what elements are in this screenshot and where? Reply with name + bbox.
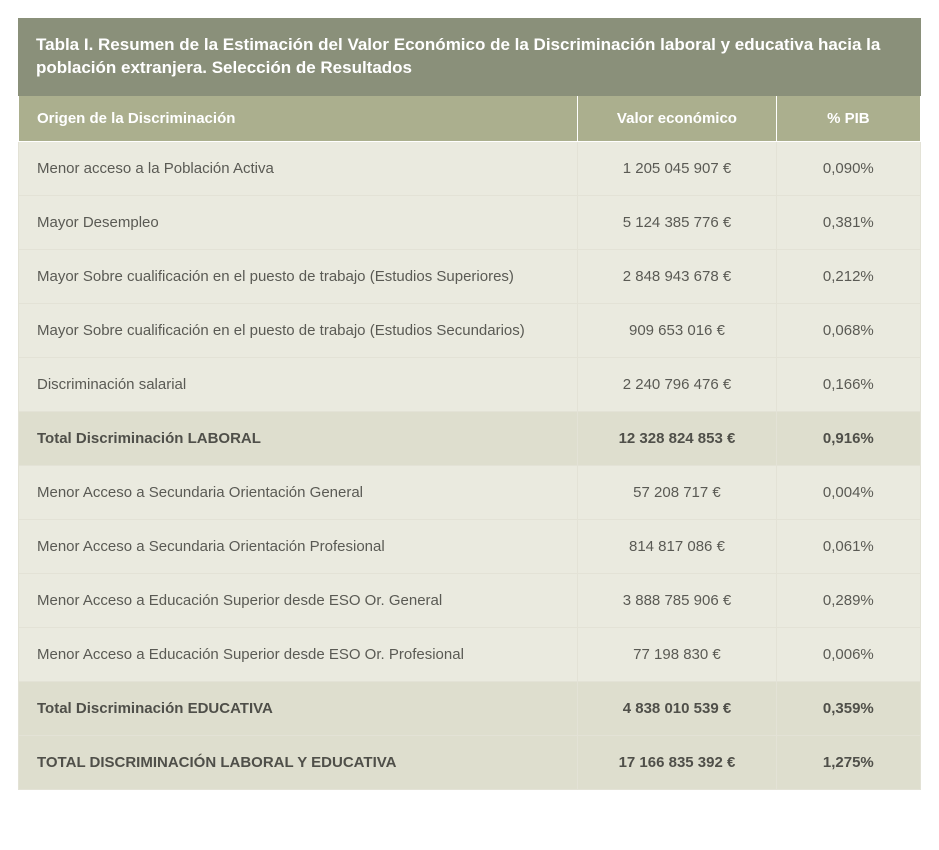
cell-pib: 0,359% [776,681,920,735]
cell-value: 57 208 717 € [578,465,776,519]
cell-value: 4 838 010 539 € [578,681,776,735]
header-row: Origen de la Discriminación Valor económ… [19,96,921,142]
cell-origin: Menor Acceso a Educación Superior desde … [19,573,578,627]
cell-origin: Mayor Desempleo [19,195,578,249]
cell-value: 814 817 086 € [578,519,776,573]
cell-origin: Total Discriminación LABORAL [19,411,578,465]
cell-pib: 1,275% [776,735,920,789]
col-origin: Origen de la Discriminación [19,96,578,142]
cell-pib: 0,068% [776,303,920,357]
table-title: Tabla I. Resumen de la Estimación del Va… [18,18,921,96]
table-row: Total Discriminación LABORAL12 328 824 8… [19,411,921,465]
cell-origin: Mayor Sobre cualificación en el puesto d… [19,303,578,357]
cell-value: 17 166 835 392 € [578,735,776,789]
cell-value: 2 240 796 476 € [578,357,776,411]
data-table: Origen de la Discriminación Valor económ… [18,96,921,790]
cell-value: 5 124 385 776 € [578,195,776,249]
cell-pib: 0,061% [776,519,920,573]
cell-pib: 0,004% [776,465,920,519]
table-row: TOTAL DISCRIMINACIÓN LABORAL Y EDUCATIVA… [19,735,921,789]
table-row: Menor Acceso a Educación Superior desde … [19,573,921,627]
cell-value: 12 328 824 853 € [578,411,776,465]
table-body: Menor acceso a la Población Activa1 205 … [19,141,921,789]
cell-value: 3 888 785 906 € [578,573,776,627]
cell-origin: Total Discriminación EDUCATIVA [19,681,578,735]
cell-pib: 0,289% [776,573,920,627]
cell-pib: 0,006% [776,627,920,681]
cell-pib: 0,381% [776,195,920,249]
cell-value: 2 848 943 678 € [578,249,776,303]
cell-origin: TOTAL DISCRIMINACIÓN LABORAL Y EDUCATIVA [19,735,578,789]
cell-origin: Discriminación salarial [19,357,578,411]
table-row: Mayor Sobre cualificación en el puesto d… [19,303,921,357]
cell-pib: 0,916% [776,411,920,465]
cell-pib: 0,090% [776,141,920,195]
table-row: Total Discriminación EDUCATIVA4 838 010 … [19,681,921,735]
table-row: Menor acceso a la Población Activa1 205 … [19,141,921,195]
table-row: Mayor Desempleo5 124 385 776 €0,381% [19,195,921,249]
col-value: Valor económico [578,96,776,142]
table-container: Tabla I. Resumen de la Estimación del Va… [18,18,921,790]
col-pib: % PIB [776,96,920,142]
table-row: Discriminación salarial2 240 796 476 €0,… [19,357,921,411]
table-row: Menor Acceso a Secundaria Orientación Ge… [19,465,921,519]
cell-origin: Menor Acceso a Secundaria Orientación Pr… [19,519,578,573]
cell-pib: 0,166% [776,357,920,411]
cell-pib: 0,212% [776,249,920,303]
cell-origin: Menor acceso a la Población Activa [19,141,578,195]
table-row: Menor Acceso a Secundaria Orientación Pr… [19,519,921,573]
table-row: Mayor Sobre cualificación en el puesto d… [19,249,921,303]
cell-value: 77 198 830 € [578,627,776,681]
cell-value: 909 653 016 € [578,303,776,357]
cell-origin: Menor Acceso a Educación Superior desde … [19,627,578,681]
cell-value: 1 205 045 907 € [578,141,776,195]
cell-origin: Menor Acceso a Secundaria Orientación Ge… [19,465,578,519]
table-row: Menor Acceso a Educación Superior desde … [19,627,921,681]
cell-origin: Mayor Sobre cualificación en el puesto d… [19,249,578,303]
